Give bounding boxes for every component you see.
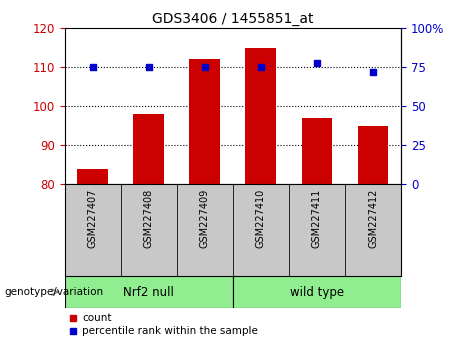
Text: GSM227407: GSM227407 [88,189,98,248]
Bar [133,114,164,184]
Bar [358,126,389,184]
Point [257,64,265,70]
Point [369,69,377,75]
Text: Nrf2 null: Nrf2 null [123,286,174,298]
Bar [177,184,233,276]
Point [145,64,152,70]
Bar [245,48,276,184]
Point [313,60,321,65]
Text: genotype/variation: genotype/variation [5,287,104,297]
Bar [233,276,401,308]
Bar [189,59,220,184]
Bar [65,276,233,308]
Title: GDS3406 / 1455851_at: GDS3406 / 1455851_at [152,12,313,26]
Point [89,64,96,70]
Text: GSM227411: GSM227411 [312,189,322,248]
Bar [301,118,332,184]
Text: GSM227410: GSM227410 [256,189,266,248]
Bar [121,184,177,276]
Text: wild type: wild type [290,286,344,298]
Point [201,64,208,70]
Text: GSM227412: GSM227412 [368,189,378,248]
Text: GSM227409: GSM227409 [200,189,210,248]
Legend: count, percentile rank within the sample: count, percentile rank within the sample [70,313,258,336]
Bar [233,184,289,276]
Bar [65,184,121,276]
Bar [289,184,345,276]
Bar [345,184,401,276]
Text: GSM227408: GSM227408 [144,189,154,248]
Bar [77,169,108,184]
